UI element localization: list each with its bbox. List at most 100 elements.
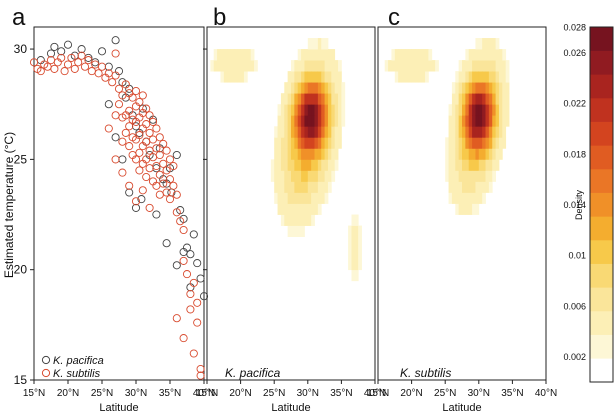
- density-cell: [327, 60, 332, 72]
- density-cell: [505, 104, 510, 116]
- density-cell: [495, 38, 500, 50]
- density-cell: [448, 137, 453, 149]
- scatter-point: [84, 56, 93, 65]
- scatter-point: [94, 69, 103, 78]
- density-cell: [475, 115, 480, 127]
- y-tick-label: 25: [14, 152, 28, 166]
- scatter-point: [60, 67, 69, 76]
- density-cell: [311, 192, 315, 204]
- scatter-point: [131, 203, 141, 212]
- density-cell: [327, 71, 332, 83]
- density-cell: [505, 60, 510, 72]
- density-cell: [485, 159, 490, 171]
- density-cell: [492, 159, 496, 171]
- density-cell: [465, 148, 470, 160]
- colorbar-swatches: [590, 27, 613, 383]
- density-cell: [468, 60, 473, 72]
- density-cell: [451, 137, 456, 149]
- scatter-point: [125, 106, 134, 115]
- density-cell: [465, 115, 470, 127]
- density-cell: [270, 159, 275, 171]
- density-cell: [468, 82, 473, 94]
- density-cell: [448, 115, 453, 127]
- density-cell: [334, 93, 339, 105]
- density-cell: [478, 181, 483, 193]
- density-cell: [462, 82, 466, 94]
- density-cell: [472, 192, 476, 204]
- density-cell: [243, 49, 248, 61]
- scatter-point: [162, 166, 171, 175]
- density-cell: [468, 104, 473, 116]
- density-cell: [304, 126, 309, 138]
- y-tick-label: 20: [14, 263, 28, 277]
- density-cell: [475, 60, 480, 72]
- density-cell: [217, 49, 221, 61]
- density-cell: [455, 104, 460, 116]
- density-cell: [351, 258, 356, 271]
- density-cell: [482, 71, 486, 83]
- density-cell: [317, 38, 322, 50]
- density-cell: [314, 60, 319, 72]
- scatter-point: [121, 80, 130, 89]
- density-cell: [408, 60, 412, 72]
- scatter-point: [196, 274, 205, 283]
- x-tick-label: 40°N: [364, 388, 386, 399]
- density-cell: [324, 126, 329, 138]
- density-cell: [301, 93, 305, 105]
- density-cell: [250, 60, 255, 72]
- density-cell: [495, 159, 500, 171]
- density-cell: [482, 192, 486, 204]
- density-cell: [317, 60, 322, 72]
- density-cell: [297, 181, 302, 193]
- colorbar-swatch: [590, 121, 613, 146]
- density-cell: [280, 181, 285, 193]
- density-cell: [301, 104, 305, 116]
- density-cell: [492, 115, 496, 127]
- density-cell: [482, 181, 486, 193]
- colorbar-swatch: [590, 27, 613, 51]
- density-cell: [327, 137, 332, 149]
- density-cell: [284, 203, 289, 215]
- density-cell: [301, 82, 305, 94]
- scatter-point: [145, 146, 154, 155]
- density-cell: [451, 93, 456, 105]
- panel-c-x-ticks: 15°N 20°N 25°N 30°N 35°N 40°N: [367, 380, 557, 399]
- panel-b-density-cells: [210, 38, 362, 282]
- density-cell: [348, 247, 352, 260]
- density-cell: [485, 126, 490, 138]
- x-tick-label: 30°N: [297, 388, 319, 399]
- density-cell: [418, 49, 423, 61]
- scatter-point: [148, 117, 158, 126]
- density-cell: [287, 71, 292, 83]
- density-cell: [488, 49, 493, 61]
- legend-marker-subtilis: [41, 368, 51, 378]
- density-cell: [331, 115, 336, 127]
- density-cell: [341, 82, 346, 94]
- scatter-point: [193, 318, 202, 327]
- density-cell: [348, 225, 352, 237]
- density-cell: [488, 38, 493, 50]
- density-cell: [492, 60, 496, 72]
- scatter-point: [155, 170, 164, 179]
- density-cell: [324, 181, 329, 193]
- density-cell: [324, 93, 329, 105]
- density-cell: [327, 126, 332, 138]
- density-cell: [411, 49, 416, 61]
- density-cell: [223, 49, 228, 61]
- x-tick-label: 40°N: [193, 388, 215, 399]
- density-cell: [291, 137, 295, 149]
- density-cell: [304, 60, 309, 72]
- density-cell: [398, 60, 402, 72]
- density-cell: [307, 60, 312, 72]
- density-cell: [314, 71, 319, 83]
- density-cell: [498, 93, 503, 105]
- density-cell: [451, 126, 456, 138]
- density-cell: [233, 49, 238, 61]
- scatter-point: [131, 197, 141, 206]
- colorbar-swatch: [590, 192, 613, 217]
- density-cell: [418, 71, 423, 83]
- density-cell: [287, 159, 292, 171]
- density-cell: [307, 93, 312, 105]
- density-cell: [301, 170, 305, 182]
- density-cell: [331, 104, 336, 116]
